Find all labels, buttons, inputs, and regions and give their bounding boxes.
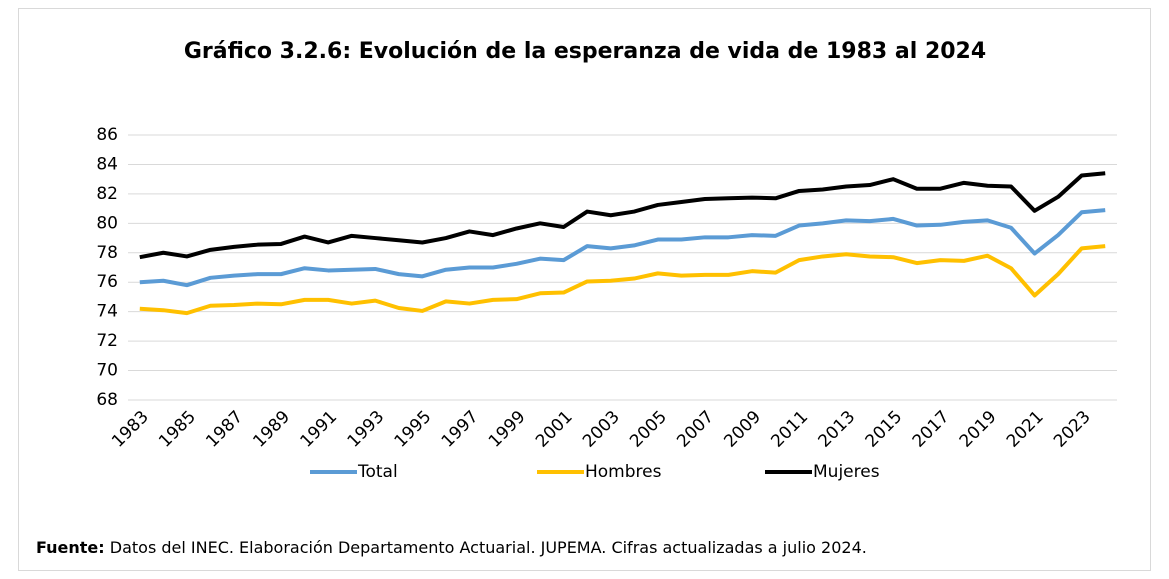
y-tick-label: 82	[96, 184, 118, 204]
line-series	[139, 208, 1106, 288]
y-tick-label: 72	[96, 331, 118, 351]
source: Fuente: Datos del INEC. Elaboración Depa…	[36, 538, 867, 557]
y-tick-label: 86	[96, 125, 118, 145]
legend-label: Mujeres	[813, 462, 880, 482]
source-label: Fuente:	[36, 538, 105, 557]
y-tick-label: 74	[96, 302, 118, 322]
legend-label: Hombres	[585, 462, 662, 482]
y-tick-label: 84	[96, 154, 118, 174]
line-series	[139, 171, 1106, 260]
legend-label: Total	[357, 462, 398, 482]
y-tick-label: 76	[96, 272, 118, 292]
chart-border	[18, 8, 1151, 571]
y-tick-label: 80	[96, 213, 118, 233]
y-tick-label: 68	[96, 390, 118, 410]
y-tick-label: 70	[96, 361, 118, 381]
chart-title: Gráfico 3.2.6: Evolución de la esperanza…	[184, 39, 986, 64]
source-text: Datos del INEC. Elaboración Departamento…	[105, 538, 867, 557]
line-series	[139, 244, 1106, 316]
y-tick-label: 78	[96, 243, 118, 263]
